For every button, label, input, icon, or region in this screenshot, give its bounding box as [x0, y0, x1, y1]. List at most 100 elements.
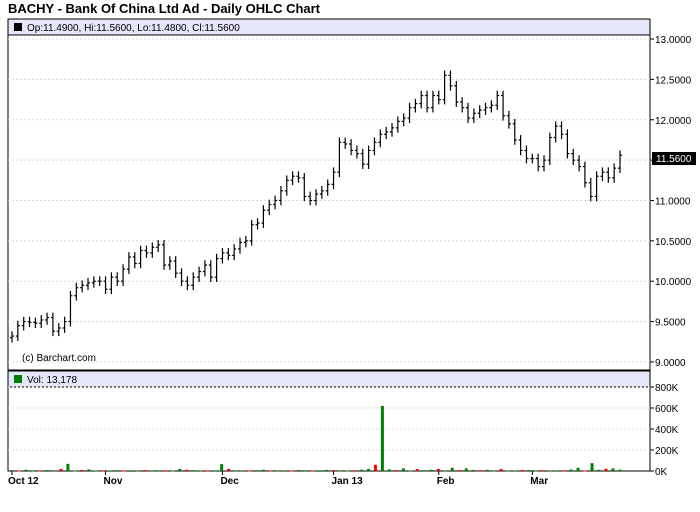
ohlc-bar [62, 316, 67, 333]
ohlc-bar [27, 316, 32, 328]
ohlc-bar [308, 191, 313, 206]
ohlc-bar [559, 121, 564, 140]
volume-bar [234, 470, 238, 472]
volume-bar [108, 470, 112, 472]
volume-bar [150, 470, 154, 472]
ohlc-bar [296, 171, 301, 183]
volume-bar [241, 470, 245, 472]
volume-bar [52, 470, 56, 472]
ohlc-bar [226, 248, 231, 261]
ohlc-bar [249, 219, 254, 246]
ohlc-bar [430, 90, 435, 113]
volume-bar [401, 468, 405, 471]
volume-bar [359, 469, 363, 471]
ohlc-bar [191, 272, 196, 291]
chart-title: BACHY - Bank Of China Ltd Ad - Daily OHL… [8, 1, 321, 16]
ohlc-bar [156, 240, 161, 253]
volume-bar [415, 469, 419, 471]
ohlc-bar [553, 121, 558, 143]
x-tick-label: Jan 13 [332, 476, 364, 487]
volume-bar [45, 470, 49, 472]
volume-bar [297, 470, 301, 472]
volume-bar [408, 470, 412, 472]
ohlc-bar [577, 155, 582, 172]
ohlc-bar [506, 110, 511, 129]
volume-bar [73, 470, 77, 472]
ohlc-bar [202, 260, 207, 277]
ohlc-bar [325, 179, 330, 196]
volume-bar [534, 470, 538, 472]
ohlc-bar [185, 276, 190, 291]
ohlc-bar [126, 252, 131, 274]
volume-bar [17, 470, 21, 472]
ohlc-bar [162, 240, 166, 270]
volume-bar [66, 463, 70, 471]
volume-bar [457, 470, 461, 472]
volume-bar [94, 470, 98, 472]
ohlc-bar [97, 276, 102, 287]
ohlc-bar [360, 148, 365, 169]
ohlc-bar [273, 195, 278, 210]
price-legend-swatch [14, 23, 22, 31]
price-tick-label: 9.5000 [655, 318, 686, 329]
volume-bar [492, 470, 496, 472]
x-tick-label: Oct 12 [8, 476, 39, 487]
volume-bar [10, 470, 14, 472]
volume-bar [618, 469, 622, 471]
volume-bar [387, 469, 391, 471]
volume-bar [429, 469, 433, 471]
ohlc-bar [56, 323, 61, 337]
volume-panel [7, 370, 651, 472]
ohlc-bar [173, 256, 178, 278]
ohlc-bar [542, 155, 546, 172]
volume-bar [213, 470, 217, 472]
volume-info-text: Vol: 13,178 [27, 375, 77, 386]
volume-bar [569, 469, 573, 471]
x-tick-label: Nov [104, 476, 123, 487]
volume-bar [31, 470, 35, 472]
ohlc-bar [518, 135, 523, 156]
volume-bar [248, 470, 252, 472]
ohlc-bar [390, 122, 394, 137]
ohlc-bar [243, 236, 248, 248]
ohlc-bar [501, 90, 506, 121]
volume-bar [331, 470, 335, 472]
ohlc-bar [238, 237, 242, 254]
volume-bar [157, 470, 161, 472]
volume-bar [450, 467, 454, 471]
ohlc-bar [314, 189, 318, 206]
ohlc-bar [33, 317, 38, 329]
volume-tick-label: 0K [655, 467, 668, 478]
ohlc-bar [255, 218, 260, 230]
ohlc-bar [21, 316, 26, 331]
ohlc-bar [319, 185, 324, 199]
ohlc-bar [413, 98, 418, 113]
price-tick-label: 10.5000 [655, 237, 692, 248]
x-tick-label: Dec [220, 476, 239, 487]
ohlc-bar [395, 116, 400, 133]
ohlc-bar [267, 199, 272, 216]
ohlc-bar [524, 145, 529, 164]
ohlc-bar [612, 163, 617, 183]
volume-bar [304, 470, 308, 472]
ohlc-bar [45, 312, 50, 325]
volume-bar [24, 469, 28, 471]
volume-bar [192, 470, 196, 472]
ohlc-bar [384, 127, 389, 140]
volume-bar [464, 468, 468, 471]
volume-bar [59, 468, 63, 471]
volume-bar [597, 469, 601, 471]
watermark-text: (c) Barchart.com [22, 353, 96, 364]
volume-bar [199, 470, 203, 472]
ohlc-bar [349, 139, 354, 156]
ohlc-bar [436, 90, 441, 105]
ohlc-bar [150, 242, 155, 258]
volume-bar [352, 470, 356, 472]
volume-bar [311, 470, 315, 472]
ohlc-bar [378, 129, 383, 148]
ohlc-bar [197, 266, 202, 283]
volume-bar [345, 470, 349, 472]
volume-bar [436, 468, 440, 471]
